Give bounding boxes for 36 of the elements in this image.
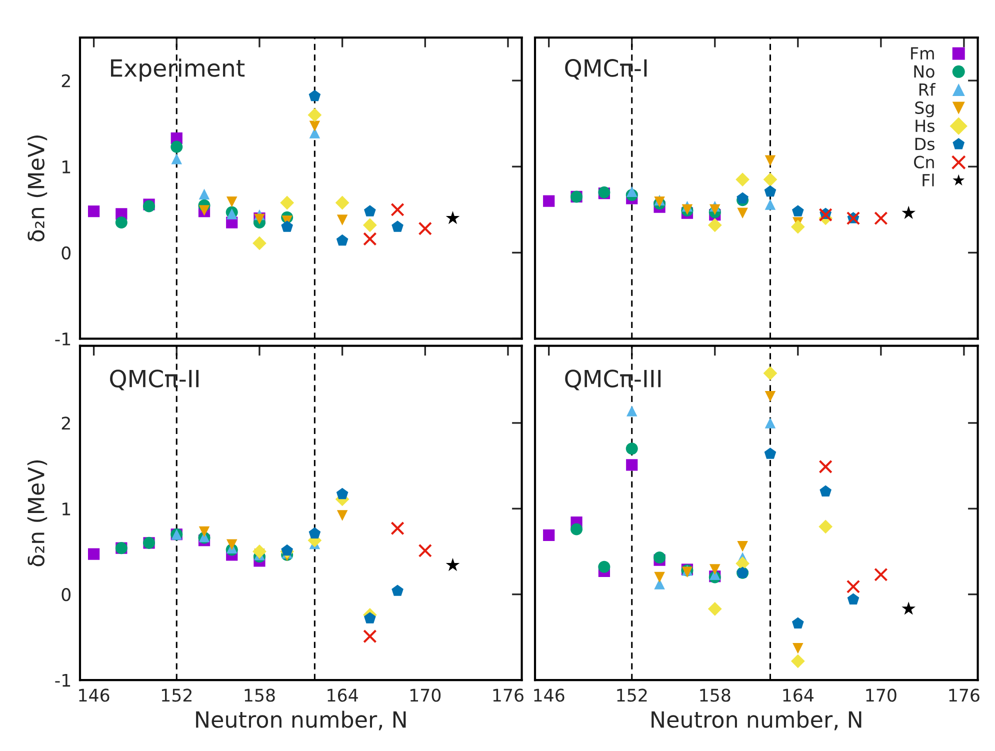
x-axis-title: Neutron number, N [652,710,862,730]
y-axis-title: δ₂n (MeV) [27,460,48,566]
x-tick-label: 164 [328,688,358,702]
y-tick-label: -1 [55,674,70,687]
legend-label: Ds [915,138,934,150]
legend-label: Cn [914,156,934,168]
x-tick-label: 164 [783,688,814,702]
text: QMCπ-I [565,59,647,80]
legend-label: Fm [911,47,934,60]
x-axis-title: Neutron number, N [196,710,406,730]
legend-label: Sg [915,101,934,118]
text: QMCπ-III [565,370,661,390]
y-tick-label: 0 [62,246,71,260]
y-tick-label: 2 [62,74,70,88]
y-axis-title: δ₂n (MeV) [27,136,48,242]
text: QMCπ-II [110,370,198,390]
y-tick-label: 1 [62,502,70,516]
y-tick-label: -1 [55,332,70,346]
x-tick-label: 152 [617,688,647,702]
x-tick-label: 170 [866,688,896,702]
x-tick-label: 146 [79,688,110,702]
legend-label: Fl [922,174,934,186]
x-tick-label: 170 [410,688,441,702]
y-tick-label: 0 [62,588,71,602]
x-tick-label: 176 [949,688,980,702]
legend-label: Hs [916,120,934,132]
legend-label: No [914,65,934,78]
y-tick-label: 2 [62,416,70,430]
x-tick-label: 158 [244,688,275,702]
x-tick-label: 158 [700,688,730,702]
y-tick-label: 1 [62,160,70,174]
legend-label: Rf [919,82,936,96]
x-tick-label: 152 [162,688,192,702]
x-tick-label: 176 [493,688,524,702]
text: Experiment [111,58,245,82]
x-tick-label: 146 [534,688,564,702]
